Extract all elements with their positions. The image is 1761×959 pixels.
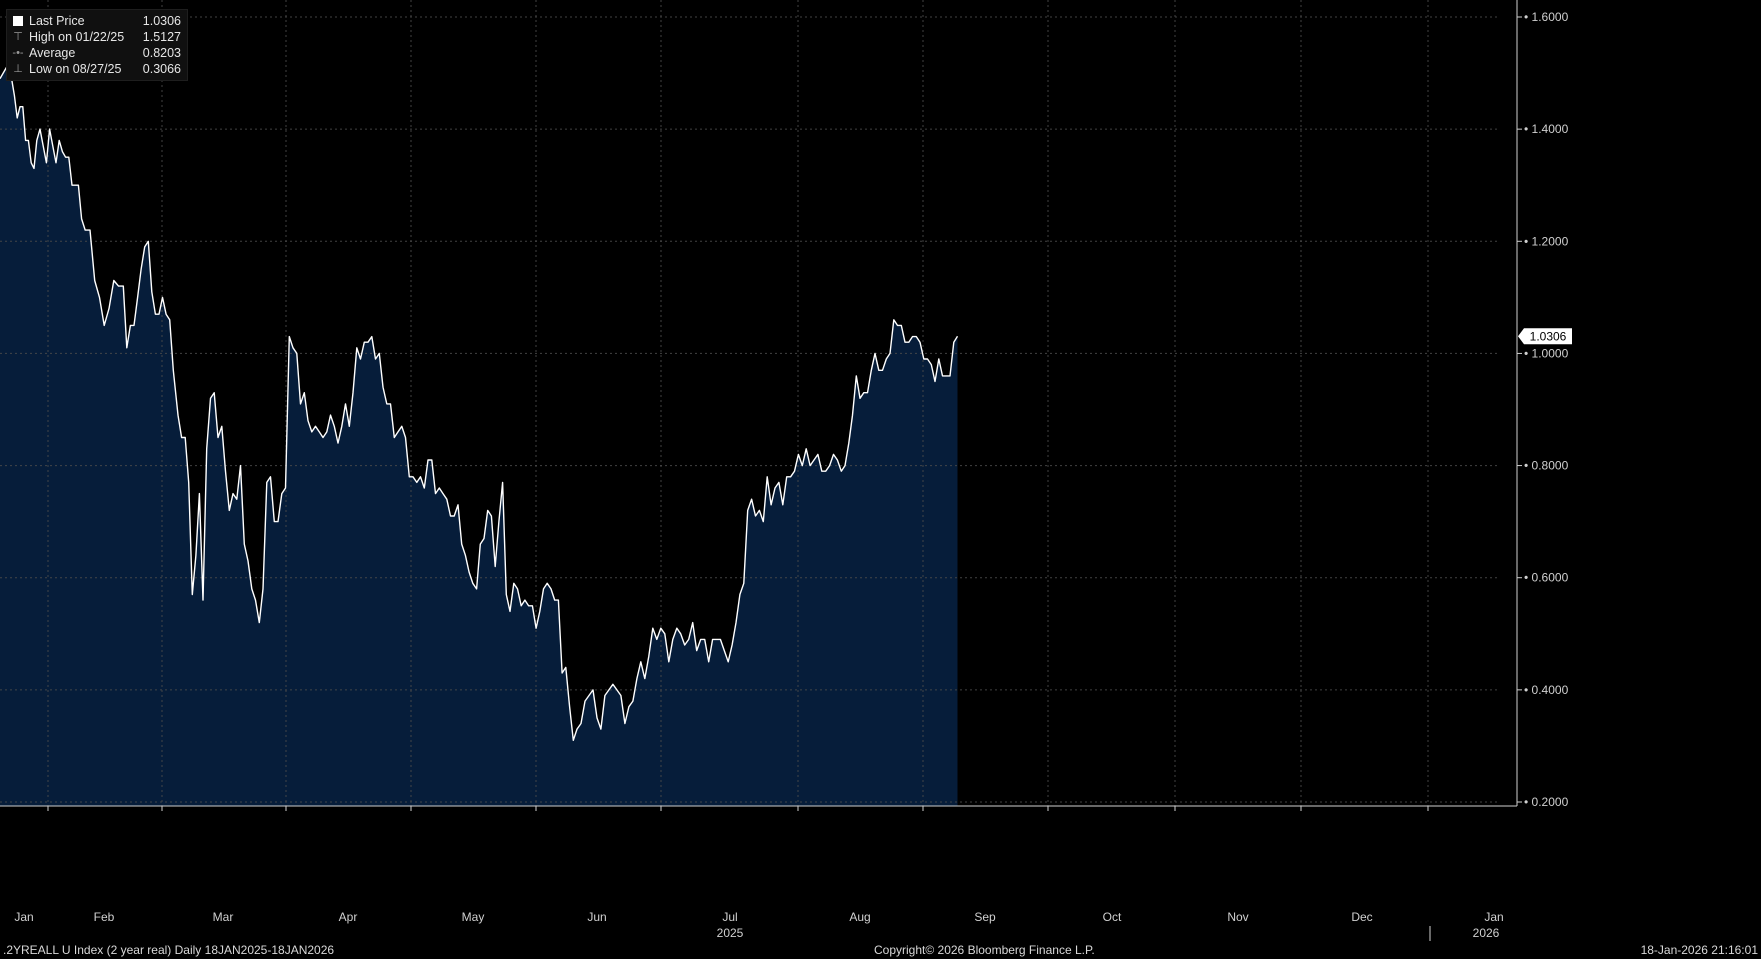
legend-label: Last Price	[29, 14, 85, 28]
footer-timestamp: 18-Jan-2026 21:16:01	[1640, 943, 1758, 957]
y-tick-label: • 1.0000	[1524, 346, 1569, 360]
y-tick-label: • 0.2000	[1524, 795, 1569, 809]
y-tick-label: • 1.4000	[1524, 122, 1569, 136]
x-tick-label: Feb	[94, 910, 115, 924]
legend-label: High on 01/22/25	[29, 30, 125, 44]
legend: Last Price 1.0306 ⊤ High on 01/22/25 1.5…	[6, 9, 188, 81]
x-tick-label: Mar	[213, 910, 234, 924]
y-tick-label: • 0.6000	[1524, 571, 1569, 585]
x-tick-label: Jun	[587, 910, 606, 924]
high-marker-icon: ⊤	[13, 31, 23, 43]
x-tick-label: Apr	[339, 910, 358, 924]
legend-value: 1.0306	[142, 14, 181, 28]
y-tick-label: • 0.8000	[1524, 459, 1569, 473]
y-tick-label: • 0.4000	[1524, 683, 1569, 697]
legend-row-high[interactable]: ⊤ High on 01/22/25 1.5127	[11, 29, 181, 45]
footer-index-description: .2YREALL U Index (2 year real) Daily 18J…	[3, 943, 335, 957]
legend-row-low[interactable]: ⊥ Low on 08/27/25 0.3066	[11, 61, 181, 77]
x-tick-label: Aug	[849, 910, 870, 924]
x-tick-label: May	[462, 910, 485, 924]
x-tick-label: Oct	[1103, 910, 1122, 924]
average-marker-icon: ‐•‐	[12, 47, 24, 59]
last-value-tag: 1.0306	[1518, 328, 1572, 345]
x-tick-label: Sep	[974, 910, 996, 924]
y-axis-ticks: • 1.6000 • 1.4000 • 1.2000 • 1.0000 • 0.8000…	[1517, 10, 1569, 809]
area-region	[0, 67, 958, 806]
series-line	[0, 66, 959, 741]
x-tick-label: Nov	[1227, 910, 1248, 924]
x-axis-ticks: Jan Feb Mar Apr May Jun Jul Aug Sep Oct Nov Dec Jan 2…	[14, 806, 1504, 941]
footer-copyright: Copyright© 2026 Bloomberg Finance L.P.	[874, 943, 1095, 957]
legend-value: 0.8203	[142, 46, 181, 60]
gridlines	[0, 0, 1500, 806]
low-marker-icon: ⊥	[13, 63, 23, 75]
legend-value: 1.5127	[142, 30, 181, 44]
price-line	[0, 66, 959, 741]
year-label: 2026	[1473, 926, 1500, 940]
area-fill	[0, 67, 958, 806]
legend-label: Average	[29, 46, 76, 60]
legend-row-average[interactable]: ‐•‐ Average 0.8203	[11, 45, 181, 61]
year-label: 2025	[717, 926, 744, 940]
last-value-label: 1.0306	[1530, 329, 1567, 343]
y-tick-label: • 1.6000	[1524, 10, 1569, 24]
axes	[0, 0, 1518, 807]
legend-row-last-price[interactable]: Last Price 1.0306	[11, 13, 181, 29]
x-tick-label: Jan	[1484, 910, 1503, 924]
x-tick-label: Dec	[1351, 910, 1372, 924]
y-tick-label: • 1.2000	[1524, 234, 1569, 248]
legend-value: 0.3066	[142, 62, 181, 76]
x-tick-label: Jul	[722, 910, 737, 924]
legend-label: Low on 08/27/25	[29, 62, 122, 76]
last-value-background	[1518, 328, 1572, 345]
square-swatch-icon	[11, 14, 25, 28]
x-tick-label: Jan	[14, 910, 33, 924]
